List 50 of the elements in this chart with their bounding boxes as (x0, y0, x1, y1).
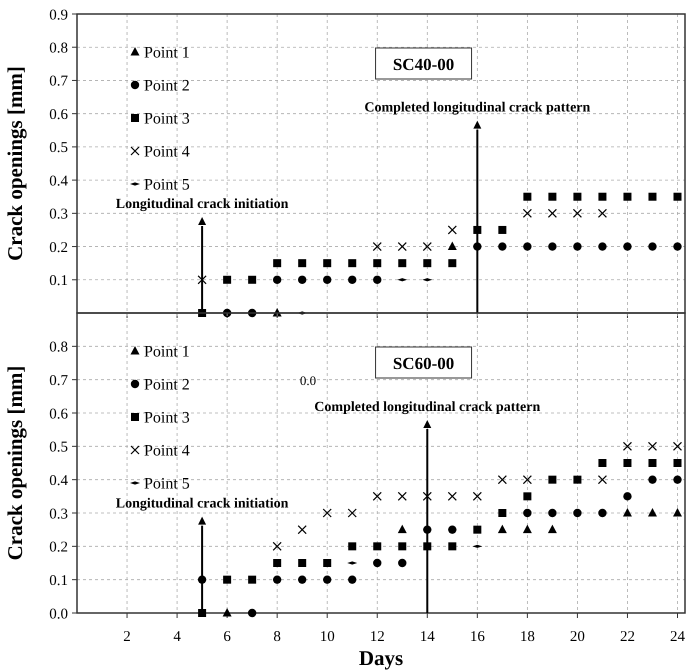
y-tick-label: 0.6 (49, 406, 68, 422)
y-tick-label: 0.1 (49, 572, 68, 589)
y-tick-label: 0.2 (49, 540, 68, 556)
legend-label: Point 1 (144, 344, 190, 361)
annotation: Longitudinal crack initiation (116, 196, 289, 212)
x-tick-label: 22 (620, 629, 635, 645)
legend-label: Point 5 (144, 176, 190, 194)
x-tick-label: 20 (570, 629, 585, 645)
y-tick-label: 0.2 (49, 240, 68, 256)
y-tick-label: 0.5 (49, 440, 68, 456)
annotation: 0.0 (300, 373, 316, 388)
legend-label: Point 4 (144, 144, 190, 161)
y-tick-label: 0.1 (49, 273, 68, 290)
text: SC60-00 (392, 354, 454, 373)
legend-label: Point 5 (144, 476, 190, 493)
legend-label: Point 1 (144, 44, 190, 62)
text: SC40-00 (392, 54, 454, 74)
x-tick-label: 6 (223, 629, 232, 645)
y-tick-label: 0.6 (49, 106, 68, 123)
legend-label: Point 2 (144, 376, 190, 394)
x-tick-label: 8 (273, 629, 281, 645)
annotation: Completed longitudinal crack pattern (314, 400, 540, 415)
x-tick-label: 14 (420, 629, 436, 645)
y-tick-label: 0.5 (49, 140, 68, 156)
y-tick-label: 0.8 (49, 40, 68, 56)
legend-label: Point 2 (144, 78, 190, 95)
x-tick-label: 16 (470, 629, 486, 645)
x-tick-label: 12 (370, 629, 385, 645)
x-axis-title: Days (358, 646, 404, 670)
x-tick-label: 2 (123, 629, 131, 645)
annotation: Longitudinal crack initiation (116, 496, 289, 512)
y-tick-label: 0.7 (49, 372, 68, 389)
y-tick-label: 0.3 (49, 506, 68, 522)
y-tick-label: 0.7 (49, 74, 68, 90)
x-tick-label: 10 (320, 629, 335, 645)
legend-label: Point 3 (144, 110, 190, 128)
y-tick-label: 0.9 (49, 7, 68, 24)
legend-label: Point 4 (144, 442, 190, 460)
x-tick-label: 24 (670, 629, 686, 645)
y-axis-title: Crack openings [mm] (3, 66, 27, 261)
y-tick-label: 0.3 (49, 206, 68, 223)
annotation: Completed longitudinal crack pattern (364, 100, 591, 116)
y-tick-label: 0.8 (49, 340, 68, 356)
x-tick-label: 18 (520, 629, 535, 645)
y-tick-label: 0.4 (49, 173, 68, 190)
legend-label: Point 3 (144, 410, 190, 427)
x-tick-label: 4 (173, 629, 182, 645)
y-axis-title: Crack openings [mm] (3, 366, 27, 560)
y-tick-label: 0.4 (49, 472, 68, 489)
y-tick-label: 0.0 (49, 606, 68, 622)
